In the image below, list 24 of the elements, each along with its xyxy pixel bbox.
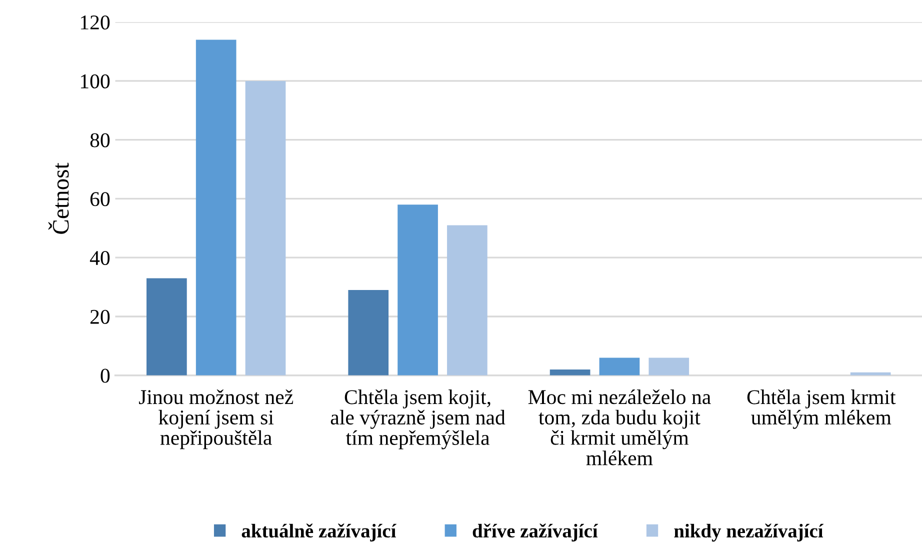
bar [398,204,438,376]
legend-label: aktuálně zažívající [242,524,396,542]
x-tick-label: Chtěla jsem kojit, ale výrazně jsem nad tím nepřemýšlela [330,389,506,450]
y-tick-label: 100 [80,74,110,88]
x-tick-label: Jinou možnost než kojení jsem si nepřipouštěla [138,389,294,450]
y-tick-label: 80 [90,133,110,148]
y-tick-label: 20 [90,310,110,324]
bar [245,80,286,376]
bar [550,369,590,376]
legend-label: dříve zažívající [472,524,598,542]
y-tick-label: 40 [90,250,110,266]
legend-label: nikdy nezažívající [674,524,824,542]
bar [447,225,488,376]
y-tick-label: 0 [100,368,110,383]
x-tick-label: Moc mi nezáleželo na tom, zda budu kojit či krmit umělým mlékem [528,389,711,466]
bar [196,40,236,376]
y-tick-label: 60 [90,192,110,206]
bar [146,278,187,376]
y-tick-label: 120 [80,15,110,30]
bar [648,358,690,376]
bar [348,290,389,376]
y-axis-title: Četnost [48,162,69,234]
x-tick-label: Chtěla jsem krmit umělým mlékem [747,389,896,429]
bar [599,358,640,376]
